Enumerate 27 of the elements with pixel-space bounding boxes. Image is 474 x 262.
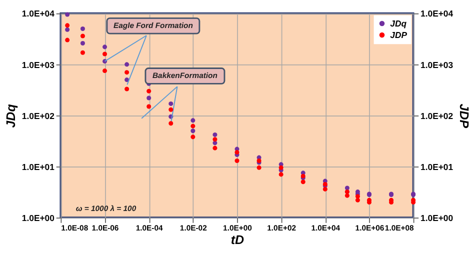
text: 1.0E+01 — [22, 162, 54, 172]
x-tick-label: 1.0E+02 — [267, 224, 296, 233]
y-tick-label: 1.0E+03 — [420, 60, 454, 70]
y-tick-label: 1.0E+01 — [420, 162, 454, 172]
y-axis-title: JDq — [4, 104, 18, 128]
x-tick-label: 1.0E-02 — [180, 224, 207, 233]
text: 1.0E+00 — [22, 212, 54, 223]
x-tick-label: 1.0E+04 — [311, 224, 341, 233]
text: 1.0E+02 — [22, 110, 54, 121]
legend-label: JDP — [390, 30, 408, 40]
y-tick-label: 1.0E+02 — [420, 110, 454, 121]
text: 1.0E+04 — [22, 8, 54, 19]
x-tick-label: 1.0E-04 — [136, 224, 164, 233]
x-tick-label: 1.0E-06 — [92, 224, 119, 233]
x-tick-label: 1.0E+00 — [223, 224, 252, 233]
x-tick-label: 1.0E-08 — [61, 224, 89, 233]
x-tick-label: 1.0E+08 — [384, 224, 415, 233]
y-tick-label: 1.0E+00 — [420, 212, 454, 223]
text: 1.0E+03 — [22, 60, 54, 70]
legend-label: JDq — [390, 18, 408, 28]
y-tick-label: 1.0E+04 — [420, 8, 454, 19]
x-tick-label: 1.0E+06 — [355, 224, 384, 233]
annotation: BakkenFormation — [152, 70, 218, 80]
y2-axis-title: JDP — [456, 104, 471, 129]
annotation: Eagle Ford Formation — [113, 20, 194, 30]
x-axis-title: tD — [230, 233, 244, 248]
annotation: ω = 1000 λ = 100 — [76, 204, 137, 213]
